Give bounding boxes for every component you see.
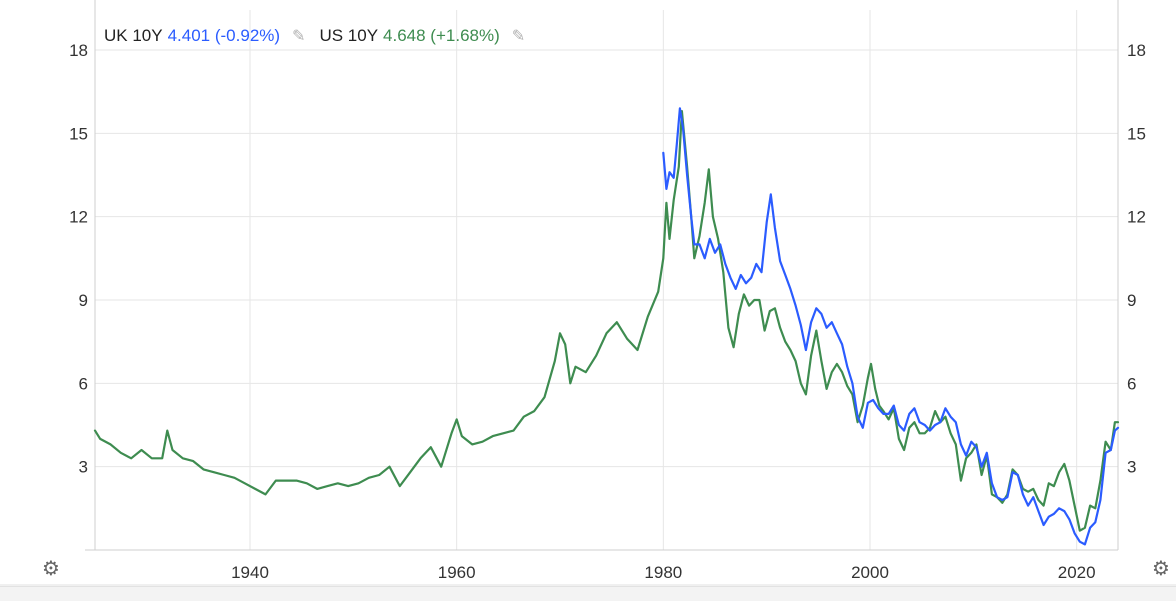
x-tick-label: 1960	[438, 563, 476, 582]
legend-uk-value: 4.401 (-0.92%)	[167, 26, 281, 45]
y-tick-label-right: 18	[1127, 41, 1146, 60]
grid-lines	[95, 10, 1118, 550]
y-tick-label-right: 3	[1127, 458, 1136, 477]
x-tick-label: 2000	[851, 563, 889, 582]
y-tick-label-right: 9	[1127, 291, 1136, 310]
y-tick-label-left: 6	[79, 374, 88, 393]
series-line-us-10y	[93, 110, 1120, 532]
x-tick-label: 1940	[231, 563, 269, 582]
x-tick-label: 2020	[1058, 563, 1096, 582]
gear-icon[interactable]: ⚙	[1152, 558, 1170, 580]
axes	[0, 0, 1176, 586]
y-tick-label-right: 15	[1127, 124, 1146, 143]
tick-labels: 18 18 15 15 12 12 9 9 6 6 3 3 1940 1960 1980 2000 2020	[69, 41, 1146, 582]
legend-us-name: US 10Y	[319, 26, 379, 45]
y-tick-label-right: 12	[1127, 208, 1146, 227]
legend-us-value: 4.648 (+1.68%)	[383, 26, 500, 45]
pencil-icon[interactable]: ✎	[292, 28, 306, 45]
legend-uk-name: UK 10Y	[104, 26, 163, 45]
y-tick-label-left: 12	[69, 208, 88, 227]
y-tick-label-right: 6	[1127, 374, 1136, 393]
y-tick-label-left: 15	[69, 124, 88, 143]
gear-icon[interactable]: ⚙	[42, 558, 60, 580]
series-line-uk-10y	[662, 107, 1120, 546]
series-lines	[93, 107, 1120, 546]
pencil-icon[interactable]: ✎	[511, 28, 526, 45]
y-tick-label-left: 9	[79, 291, 88, 310]
x-tick-label: 1980	[644, 563, 682, 582]
chart-legend: UK 10Y 4.401 (-0.92%) ✎ US 10Y 4.648 (+1…	[104, 26, 539, 46]
y-tick-label-left: 3	[79, 458, 88, 477]
y-tick-label-left: 18	[69, 41, 88, 60]
bottom-toolbar	[0, 586, 1176, 601]
